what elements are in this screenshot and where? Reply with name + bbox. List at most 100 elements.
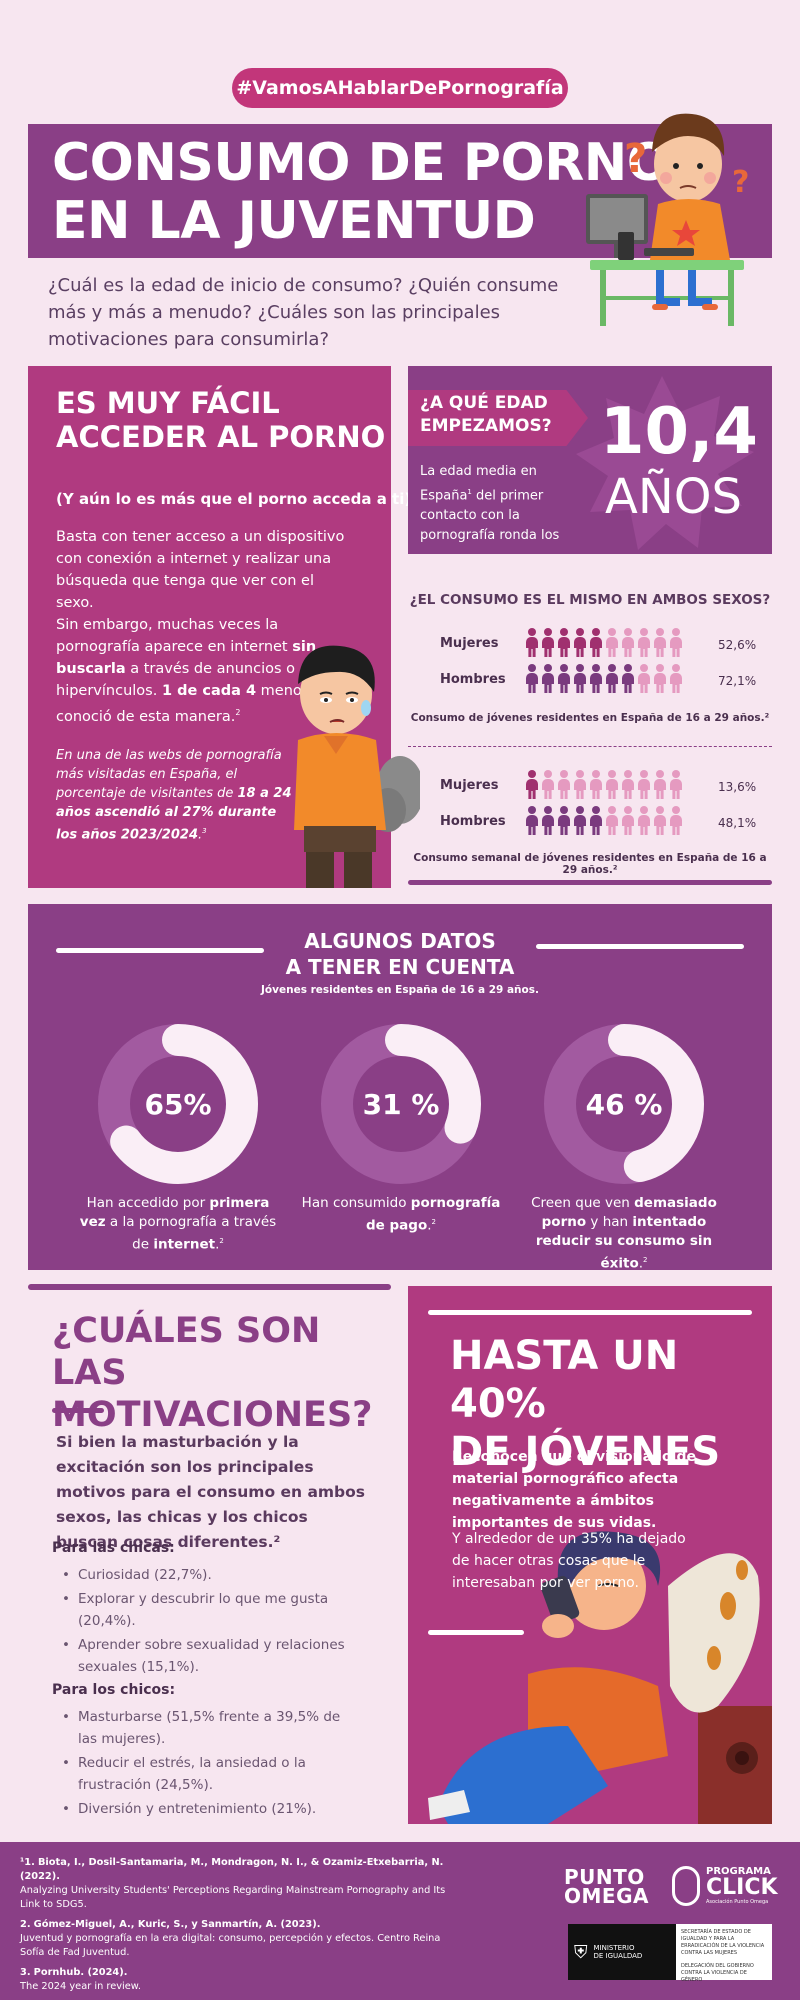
person-icon (652, 664, 668, 694)
d3-footnote: 2 (643, 1256, 648, 1264)
forty-rule-bottom (428, 1630, 524, 1635)
title-line-2: EN LA JUVENTUD (52, 191, 536, 251)
ministry-block: ⛨ MINISTERIO DE IGUALDAD (568, 1924, 676, 1980)
person-icon (556, 664, 572, 694)
programa-click-logo: PROGRAMA CLICK Asociación Punto Omega (706, 1866, 778, 1905)
age-unit: AÑOS (605, 469, 742, 525)
p2-bold: sin buscarla (56, 639, 317, 677)
person-icon (636, 806, 652, 836)
person-icon (540, 664, 556, 694)
secretariat-text: SECRETARÍA DE ESTADO DE IGUALDAD Y PARA … (676, 1924, 772, 1983)
logo-text: PROGRAMA (706, 1866, 771, 1877)
donut-center (355, 1058, 447, 1150)
punto-omega-logo: PUNTO OMEGA (564, 1865, 649, 1906)
ref-num: ¹1. (20, 1857, 35, 1868)
motivations-intro: Si bien la masturbación y la excitación … (56, 1433, 366, 1551)
data-subtitle: Jóvenes residentes en España de 16 a 29 … (261, 984, 539, 996)
section-bar (408, 880, 772, 885)
logo-text: PUNTO (564, 1865, 645, 1889)
person-icon (620, 664, 636, 694)
access-title-line-1: ES MUY FÁCIL (56, 386, 280, 420)
d3-bold-2: intentado reducir su consumo sin éxito (535, 1214, 713, 1272)
donut-1: 65% (98, 1024, 258, 1184)
person-icon (588, 806, 604, 836)
d1-bold: primera vez (79, 1195, 270, 1230)
d1-bold-2: internet (153, 1236, 216, 1253)
ref-authors: Gómez-Miguel, A., Kuric, S., y Sanmartín… (33, 1919, 321, 1930)
access-paragraph-2: Sin embargo, muchas veces la pornografía… (56, 614, 356, 728)
italic-footnote: 3 (202, 827, 207, 835)
person-icon (636, 628, 652, 658)
person-icon (524, 664, 540, 694)
access-paragraph-1: Basta con tener acceso a un dispositivo … (56, 529, 345, 611)
person-icon (524, 770, 540, 800)
motivations-rule (52, 1408, 104, 1413)
ref-title: Analyzing University Students' Perceptio… (20, 1885, 446, 1910)
person-icon (668, 806, 684, 836)
logo-text: CLICK (706, 1875, 778, 1900)
p2-bold-2: 1 de cada 4 (161, 683, 257, 699)
coat-of-arms-icon: ⛨ (574, 1941, 588, 1963)
person-icon (524, 628, 540, 658)
boys-heading: Para los chicos: (52, 1682, 176, 1698)
g2-caption: Consumo semanal de jóvenes residentes en… (413, 852, 767, 876)
age-desc-footnote: 1 (467, 488, 472, 496)
forty-title-line-2: DE JÓVENES (450, 1429, 721, 1475)
boys-list: Masturbarse (51,5% frente a 39,5% de las… (60, 1706, 360, 1822)
title-line-1: CONSUMO DE PORNO (52, 133, 671, 193)
motivations-title: ¿CUÁLES SON LAS MOTIVACIONES? (52, 1310, 392, 1436)
g1-men-label: Hombres (440, 672, 506, 687)
forty-percent-panel (408, 1286, 772, 1824)
age-question-tag (408, 390, 588, 446)
person-icon (620, 628, 636, 658)
person-icon (572, 770, 588, 800)
sad-boy-illustration (294, 645, 420, 888)
divider (408, 746, 772, 747)
italic-text-end: . (197, 827, 203, 843)
g1-men-percent: 72,1% (718, 674, 757, 688)
data-rule-right (536, 944, 744, 949)
data-title-line-2: A TENER EN CUENTA (285, 955, 515, 979)
svg-text:?: ? (732, 165, 749, 200)
person-icon (556, 770, 572, 800)
forty-bold-text: Reconocen que el visionado de material p… (452, 1449, 697, 1531)
person-icon (604, 664, 620, 694)
ref-title: Juventud y pornografía en la era digital… (20, 1933, 441, 1958)
data-rule-left (56, 948, 264, 953)
g2-women-percent: 13,6% (718, 780, 757, 794)
logo-subtext: Asociación Punto Omega (706, 1899, 769, 1905)
donut-center (578, 1058, 670, 1150)
g1-caption: Consumo de jóvenes residentes en España … (410, 712, 770, 724)
person-icon (652, 806, 668, 836)
ref-title: The 2024 year in review. (20, 1981, 142, 1992)
girls-list: Curiosidad (22,7%). Explorar y descubrir… (60, 1564, 360, 1680)
access-title: ES MUY FÁCIL ACCEDER AL PORNO (56, 386, 385, 454)
age-desc-text-2: del primer contacto con la pornografía r… (420, 488, 560, 544)
g1-women-label: Mujeres (440, 636, 499, 651)
donut-1-caption: Han accedido por primera vez a la pornog… (79, 1195, 277, 1253)
person-icon (652, 770, 668, 800)
ministry-logo: ⛨ MINISTERIO DE IGUALDAD SECRETARÍA DE E… (568, 1924, 772, 1983)
forty-title-line-1: HASTA UN 40% (450, 1333, 679, 1427)
age-question-line-1: ¿A QUÉ EDAD (420, 393, 548, 413)
person-icon (620, 806, 636, 836)
d2-text: Han consumido (301, 1195, 411, 1211)
p2-footnote: 2 (235, 708, 241, 717)
list-item: Aprender sobre sexualidad y relaciones s… (60, 1634, 360, 1678)
g1-men-pictogram (524, 664, 684, 694)
donut-center (132, 1058, 224, 1150)
age-question-line-2: EMPEZAMOS? (420, 416, 552, 436)
list-item: Curiosidad (22,7%). (60, 1564, 360, 1586)
forty-text: Y alrededor de un 35% ha dejado de hacer… (452, 1531, 686, 1591)
forty-title: HASTA UN 40% DE JÓVENES (450, 1332, 760, 1476)
age-question: ¿A QUÉ EDAD EMPEZAMOS? (420, 392, 552, 438)
d3-bold: demasiado porno (541, 1195, 717, 1230)
secretariat-line-1: SECRETARÍA DE ESTADO DE IGUALDAD Y PARA … (681, 1929, 765, 1956)
motivations-bar (28, 1284, 391, 1290)
age-desc-text: La edad media en España (420, 464, 537, 504)
person-icon (668, 628, 684, 658)
person-icon (556, 628, 572, 658)
motivations-title-line-1: ¿CUÁLES SON LAS (52, 1311, 321, 1393)
d3-text-2: y han (586, 1214, 633, 1230)
list-item: Diversión y entretenimiento (21%). (60, 1798, 360, 1820)
